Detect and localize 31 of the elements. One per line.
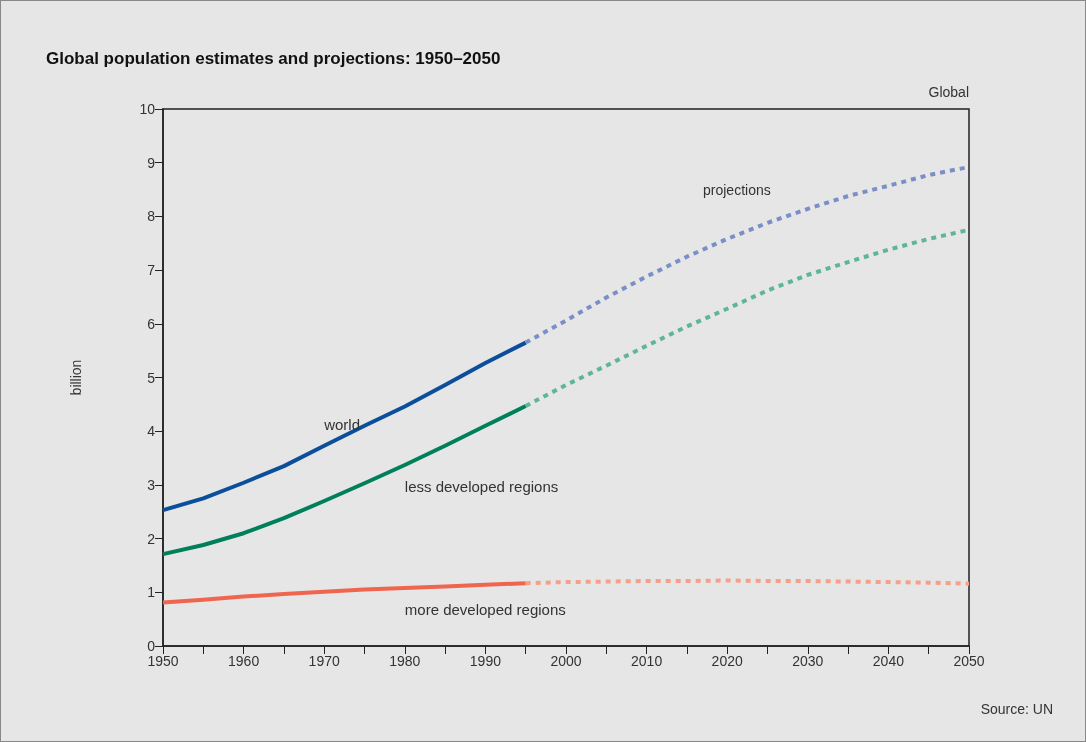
x-tick-label: 2010 [631,653,663,669]
x-tick-label: 2050 [953,653,985,669]
series-label: more developed regions [404,601,566,618]
x-tick-label: 2020 [711,653,743,669]
annotation: projections [703,182,771,198]
y-tick-label: 0 [147,638,156,654]
x-tick-label: 1950 [147,653,179,669]
y-axis-title: billion [68,359,84,396]
series-label: less developed regions [404,478,559,496]
y-tick-label: 2 [147,530,156,547]
chart-title: Global population estimates and projections: 1950–2050 [46,49,501,68]
y-tick-label: 6 [147,315,156,332]
x-tick-label: 1970 [308,653,340,669]
x-tick-label: 1960 [228,653,260,669]
y-tick-label: 7 [147,262,156,279]
y-tick-label: 5 [147,369,156,386]
series-label: world [323,415,361,433]
y-tick-label: 8 [147,208,156,225]
source-note: Source: UN [980,701,1053,717]
x-tick-label: 1990 [469,653,502,669]
line-series [161,581,528,605]
x-tick-label: 2030 [792,653,824,669]
text: Global [928,84,969,100]
y-tick-label: 10 [139,101,156,117]
y-tick-label: 1 [147,584,156,601]
y-tick-label: 9 [147,154,156,171]
y-tick-label: 4 [147,423,156,440]
x-tick-label: 2040 [872,653,905,669]
x-tick-label: 1980 [389,653,421,669]
x-tick-label: 2000 [550,653,582,669]
y-tick-label: 3 [147,476,156,493]
